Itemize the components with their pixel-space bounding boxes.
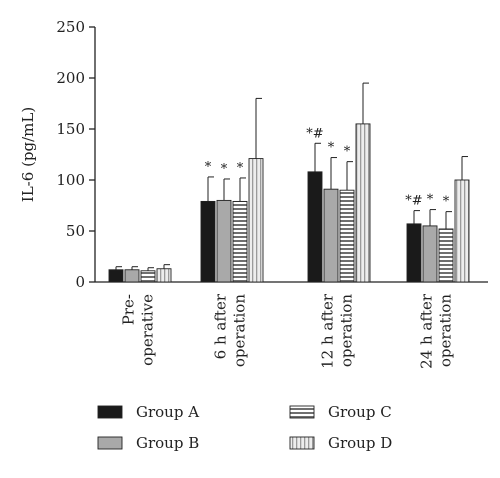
significance-label: * [221, 162, 228, 177]
x-tick-label-line: 12 h after [319, 293, 337, 369]
legend-item: Group C [289, 403, 392, 421]
legend-swatch [97, 436, 123, 450]
legend-label: Group B [136, 434, 199, 452]
legend-swatch [97, 405, 123, 419]
x-tick-label: Pre-operative [120, 294, 157, 366]
x-tick-label-line: operative [139, 294, 157, 366]
x-tick-label-line: Pre- [120, 294, 138, 325]
x-tick-label: 24 h after operation [418, 293, 455, 369]
bar [307, 171, 323, 283]
bar [355, 123, 371, 283]
bar [200, 200, 216, 283]
x-tick-label-line: operation [338, 294, 356, 367]
bar [248, 158, 264, 283]
significance-label: * [237, 161, 244, 176]
bar [108, 269, 124, 283]
bar [406, 223, 422, 283]
bar [323, 188, 339, 283]
y-tick-label: 150 [56, 120, 85, 138]
legend-item: Group B [97, 434, 199, 452]
bar [124, 269, 140, 283]
significance-label: * [205, 160, 212, 175]
y-tick-label: 50 [66, 222, 85, 240]
significance-label: *# [306, 126, 323, 141]
legend: Group A Group B Group C Group D [97, 403, 392, 452]
bar [339, 189, 355, 283]
legend-label: Group C [328, 403, 392, 421]
x-tick-label-line: operation [231, 294, 249, 367]
significance-label: * [344, 145, 351, 160]
legend-item: Group A [97, 403, 199, 421]
bar [216, 199, 232, 283]
y-tick-label: 250 [56, 18, 85, 36]
significance-label: *# [405, 194, 422, 209]
y-tick-label: 200 [56, 69, 85, 87]
x-tick-label-line: 24 h after [418, 293, 436, 369]
legend-label: Group D [328, 434, 392, 452]
legend-label: Group A [136, 403, 199, 421]
legend-item: Group D [289, 434, 392, 452]
plot-area: 0 50 100 150 200 250 IL-6 (pg/mL) Pre-operative… [19, 18, 488, 369]
y-axis-label: IL-6 (pg/mL) [19, 107, 37, 202]
bar [156, 268, 172, 283]
y-tick-label: 0 [75, 273, 85, 291]
bar [438, 228, 454, 283]
bar [422, 225, 438, 283]
significance-label: * [427, 193, 434, 208]
bar [232, 200, 248, 283]
legend-swatch [289, 405, 315, 419]
x-tick-label: 12 h after operation [319, 293, 356, 369]
x-tick-label: 6 h after operation [212, 293, 249, 367]
bar [454, 179, 470, 283]
legend-swatch [289, 436, 315, 450]
x-tick-label-line: 6 h after [212, 293, 230, 359]
y-tick-label: 100 [56, 171, 85, 189]
x-tick-label-line: operation [437, 294, 455, 367]
significance-label: * [443, 195, 450, 210]
bar [140, 270, 156, 283]
significance-label: * [328, 141, 335, 156]
